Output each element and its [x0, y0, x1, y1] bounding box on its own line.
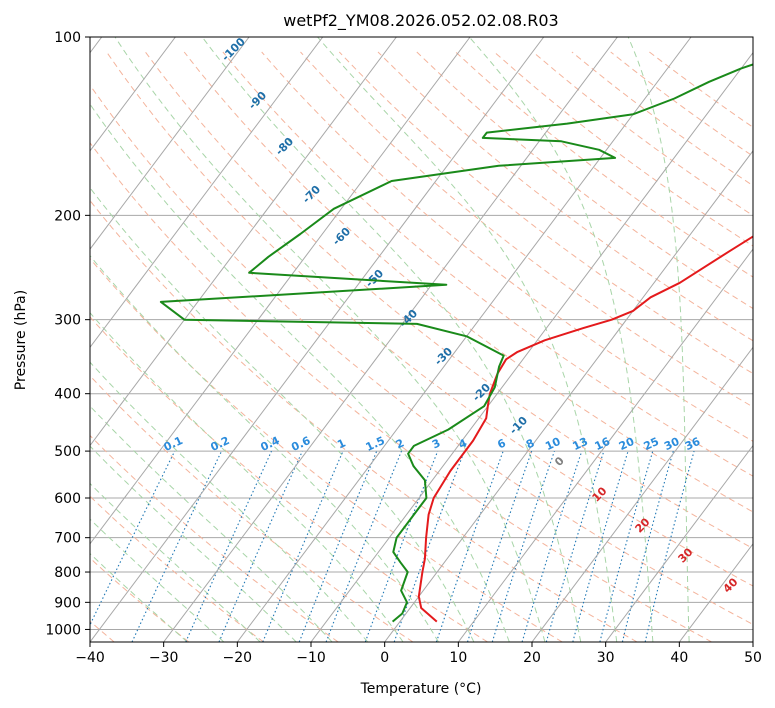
x-axis-ticks: −40 −30 −20 −10 0 10 20 30 40 50 — [75, 642, 762, 666]
y-axis-label: Pressure (hPa) — [13, 290, 29, 390]
plot-frame — [89, 36, 754, 643]
moist-adiabat — [90, 518, 225, 642]
chart-title: wetPf2_YM08.2026.052.02.08.R03 — [283, 11, 558, 31]
moist-adiabat — [90, 361, 369, 642]
dry-adiabats — [90, 51, 753, 642]
isotherm — [90, 37, 176, 152]
isotherm — [163, 37, 618, 642]
y-tick-label: 500 — [54, 444, 81, 460]
dry-adiabat — [90, 257, 563, 642]
mixing-ratio-label: 36 — [683, 435, 703, 453]
mixing-ratio-line — [572, 450, 629, 642]
y-tick-label: 1000 — [45, 622, 81, 638]
mixing-ratio-line — [466, 450, 533, 642]
moist-adiabat — [468, 37, 654, 642]
x-tick-label: 10 — [449, 650, 467, 666]
y-tick-label: 100 — [54, 30, 81, 46]
mixing-ratio-label: 25 — [642, 435, 661, 453]
moist-adiabat — [90, 445, 297, 642]
isotherm — [90, 37, 545, 642]
moist-adiabat — [90, 482, 261, 642]
mixing-ratio-label: 30 — [662, 435, 682, 453]
moist-adiabat — [201, 37, 582, 642]
dry-adiabat — [144, 51, 753, 550]
dry-adiabat — [90, 84, 753, 625]
mixing-ratio-label: 20 — [617, 435, 637, 453]
dry-adiabat — [377, 51, 753, 342]
x-tick-label: 20 — [523, 650, 541, 666]
dry-adiabat — [90, 199, 638, 642]
y-tick-label: 300 — [54, 313, 81, 329]
mixing-ratio-line — [185, 450, 273, 642]
mixing-ratio-label: 16 — [593, 435, 613, 453]
y-tick-label: 800 — [54, 565, 81, 581]
isotherm — [531, 346, 753, 642]
isotherm — [90, 37, 471, 545]
x-tick-label: −20 — [223, 650, 253, 666]
sounding-profiles — [159, 63, 753, 623]
isotherm — [236, 37, 692, 642]
moist-adiabat — [627, 37, 690, 642]
plot-area: 0.1 0.2 0.4 0.6 1 1.5 2 3 4 6 8 10 13 16 20 25 30 36-100-… — [90, 37, 753, 642]
dry-adiabat — [90, 557, 190, 642]
x-tick-label: 30 — [597, 650, 615, 666]
moist-adiabat — [317, 37, 618, 642]
mixing-ratio-line — [298, 450, 378, 642]
x-tick-label: −10 — [296, 650, 326, 666]
mixing-ratio-line — [262, 450, 344, 642]
x-tick-label: 0 — [380, 650, 389, 666]
moist-adiabat — [90, 405, 333, 642]
dry-adiabat — [90, 375, 414, 642]
mixing-ratio-line — [599, 450, 654, 642]
dry-adiabat — [416, 51, 753, 310]
mixing-ratio-line — [491, 450, 555, 642]
moist-adiabat — [90, 186, 475, 642]
dry-adiabat — [338, 51, 753, 375]
mixing-ratio-line — [435, 450, 504, 642]
moist-adiabat — [114, 37, 546, 642]
x-tick-label: −40 — [75, 650, 105, 666]
x-tick-label: 50 — [744, 650, 762, 666]
mixing-ratio-line — [218, 450, 303, 642]
y-tick-label: 200 — [54, 208, 81, 224]
mixing-ratio-line — [545, 450, 605, 642]
moist-adiabat — [90, 552, 188, 642]
y-tick-label: 600 — [54, 491, 81, 507]
mixing-ratio-line — [364, 450, 439, 642]
mixing-ratio-line — [325, 450, 403, 642]
mixing-ratio-line — [521, 450, 583, 642]
mixing-ratio-line — [621, 450, 674, 642]
isotherm — [605, 444, 753, 642]
isotherm — [90, 37, 324, 349]
y-tick-label: 700 — [54, 531, 81, 547]
dry-adiabat — [106, 51, 753, 587]
mixing-ratio-label: 13 — [571, 435, 590, 453]
moist-adiabats — [90, 37, 690, 642]
moist-adiabat — [90, 103, 510, 642]
isotherm — [90, 37, 250, 250]
skewed-isotherms — [90, 37, 753, 642]
mixing-ratio-lines — [90, 450, 695, 642]
mixing-ratio-label: 10 — [543, 435, 563, 453]
y-tick-label: 900 — [54, 595, 81, 611]
dry-adiabat — [90, 316, 488, 642]
temperature-line — [417, 235, 753, 623]
x-tick-label: −30 — [149, 650, 179, 666]
isotherm — [457, 248, 753, 642]
y-tick-label: 400 — [54, 387, 81, 403]
mixing-ratio-line — [90, 450, 176, 627]
dewpoint-line — [159, 63, 753, 623]
isotherm — [384, 150, 753, 642]
y-axis-ticks: 100 200 300 400 500 600 700 800 900 1000 — [45, 30, 90, 638]
x-axis-label: Temperature (°C) — [360, 681, 482, 697]
isotherm — [310, 51, 753, 642]
isotherm — [90, 37, 397, 447]
x-tick-label: 40 — [670, 650, 688, 666]
moist-adiabat — [90, 311, 404, 642]
